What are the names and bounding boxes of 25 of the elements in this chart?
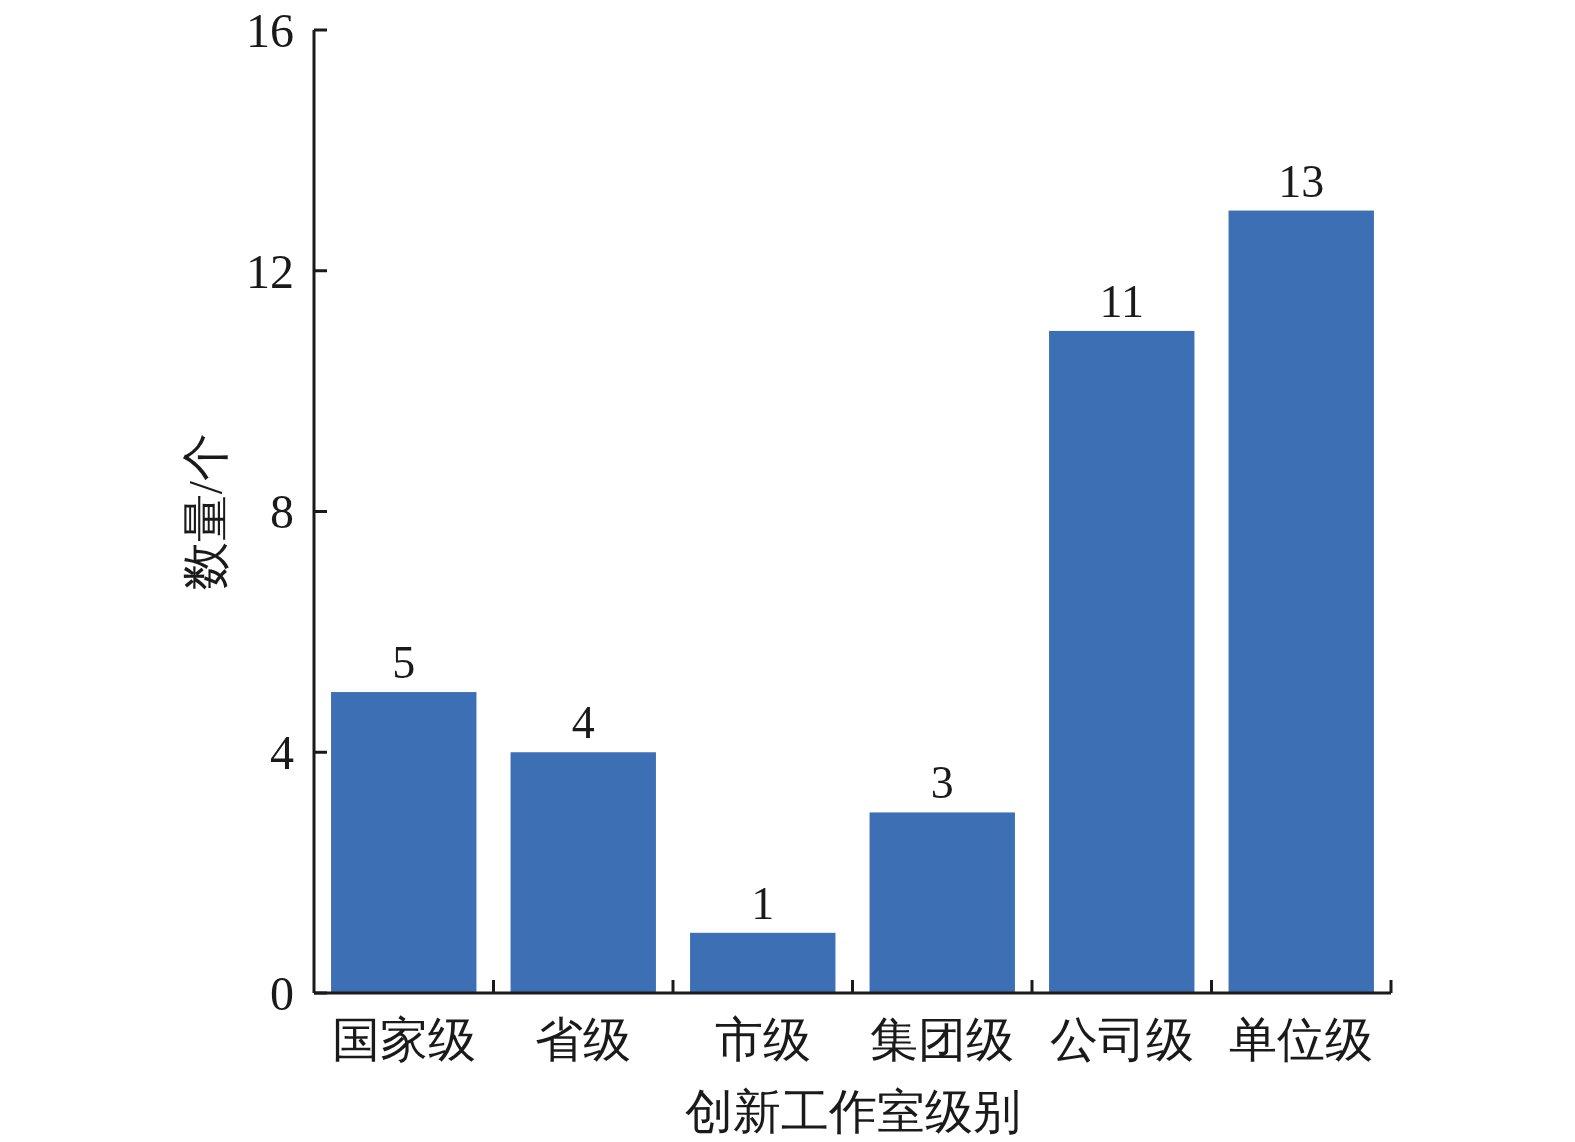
x-tick-label: 国家级 [331,1013,476,1066]
data-label: 4 [571,697,595,749]
data-label: 3 [930,757,954,809]
x-tick-label: 公司级 [1049,1013,1194,1066]
y-tick-label: 0 [270,966,294,1020]
data-label: 5 [392,637,416,689]
bar [869,812,1015,993]
bar [510,752,656,993]
data-label: 1 [751,877,775,929]
bar [1228,210,1374,993]
bar [331,692,477,993]
y-tick-label: 12 [246,244,294,298]
bar [1049,330,1195,993]
x-tick-label: 市级 [714,1013,811,1066]
bar [690,932,836,993]
x-tick-label: 单位级 [1229,1013,1374,1066]
x-axis-title: 创新工作室级别 [684,1085,1021,1138]
y-tick-label: 8 [270,485,294,539]
data-label: 13 [1278,155,1325,207]
x-tick-label: 集团级 [870,1013,1015,1066]
x-tick-label: 省级 [535,1013,632,1066]
y-tick-label: 4 [270,726,294,780]
y-tick-label: 16 [246,3,294,57]
y-axis-title: 数量/个 [179,432,232,591]
data-label: 11 [1099,275,1144,327]
